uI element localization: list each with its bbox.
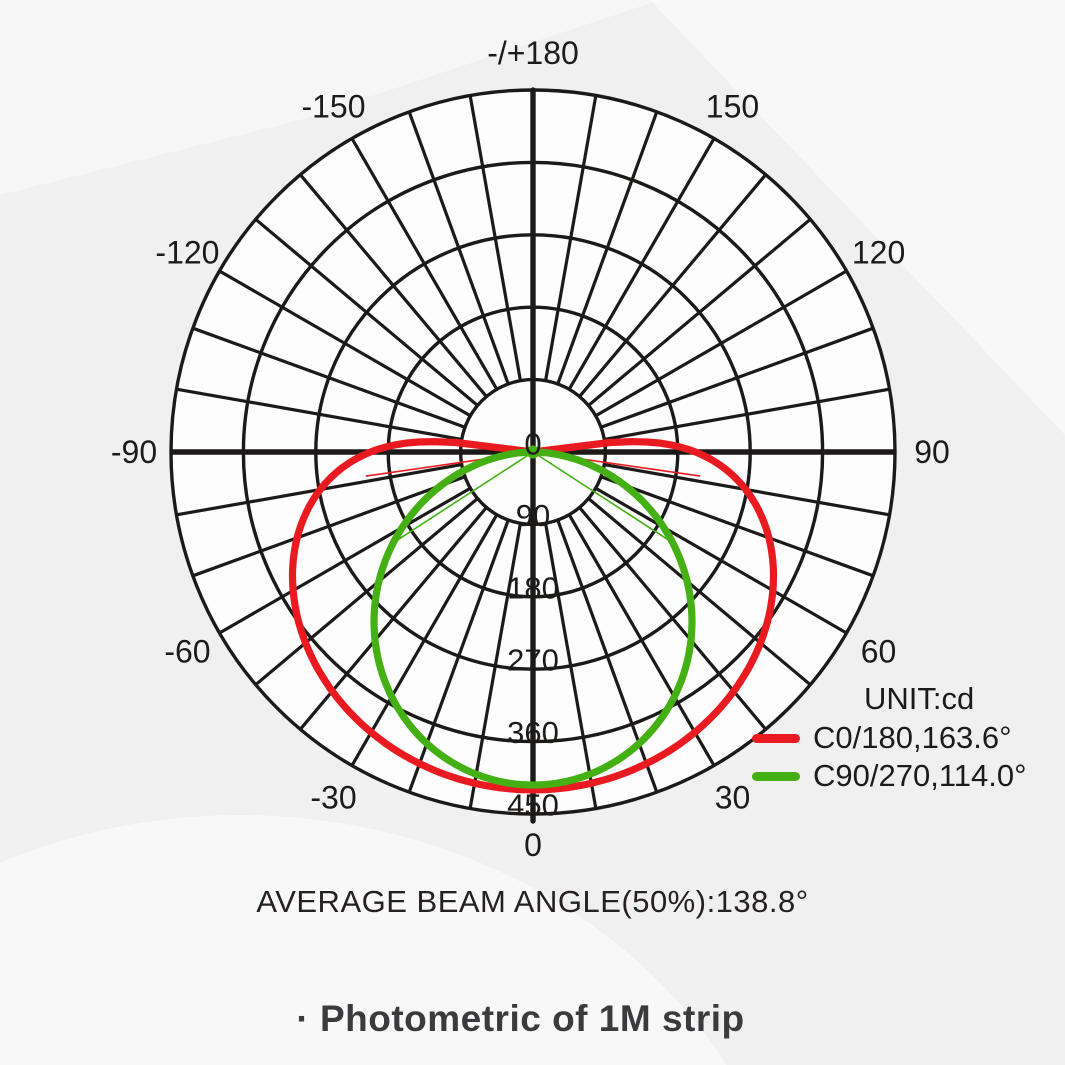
angle-label--90: -90 [111,434,157,470]
grid-spoke [600,326,874,429]
grid-spoke [254,218,479,407]
grid-spoke [468,523,523,809]
angle-label-30: 30 [715,780,751,816]
grid-spoke [543,523,598,809]
grid-spoke [176,387,462,442]
angle-label-90: 90 [914,434,950,470]
grid-spoke [350,137,499,391]
background-accent-top-left [0,0,660,195]
half-beam-line-c90-270 [532,451,674,544]
legend-label-c90-270: C90/270,114.0° [813,758,1027,793]
legend-swatch-c90-270 [752,771,800,781]
legend-swatch-c0-180 [752,733,800,743]
grid-spoke [407,111,510,385]
grid-spoke [587,497,812,686]
curve-origin-dot [526,445,540,459]
grid-spoke [192,326,466,429]
average-beam-angle-text: AVERAGE BEAM ANGLE(50%):138.8° [256,884,809,919]
angle-label-180: -/+180 [487,35,579,71]
legend-item-c90-270: C90/270,114.0° [752,757,1027,795]
angle-label-0: 0 [524,827,542,863]
grid-spoke [218,486,472,635]
radial-label-270: 270 [507,643,559,678]
legend: UNIT:cd C0/180,163.6° C90/270,114.0° [752,680,1027,795]
curve-c90-270 [370,448,696,789]
angle-label-120: 120 [852,235,905,271]
grid-spoke [594,269,848,418]
background-accent-top-right [650,0,1065,435]
grid-spoke [594,486,848,635]
radial-label-360: 360 [507,715,559,750]
radial-label-450: 450 [507,788,559,823]
grid-spoke [587,218,812,407]
radial-label-180: 180 [507,570,559,605]
legend-label-c0-180: C0/180,163.6° [813,720,1012,755]
grid-spoke [468,95,523,381]
grid-spoke [543,95,598,381]
legend-unit-label: UNIT:cd [864,681,975,716]
angle-label--150: -150 [301,88,365,124]
grid-spoke [254,497,479,686]
curve-c0-180 [288,438,778,794]
grid-spoke [567,513,716,767]
grid-spoke [600,475,874,578]
radial-label-0: 0 [524,427,541,462]
grid-spoke [350,513,499,767]
angle-label-60: 60 [861,634,897,670]
radial-label-90: 90 [516,498,550,533]
angle-label--30: -30 [310,780,356,816]
angle-label--60: -60 [164,634,210,670]
background-accent-bottom-left [0,815,727,1065]
grid-spoke [604,387,890,442]
grid-spoke [192,475,466,578]
grid-spoke [567,137,716,391]
grid-spoke [218,269,472,418]
grid-spoke [299,173,488,398]
grid-spoke [556,111,659,385]
grid-spoke [578,173,767,398]
half-beam-line-c90-270 [392,451,534,544]
page-title: · Photometric of 1M strip [296,998,745,1039]
angle-label-150: 150 [706,88,759,124]
legend-item-c0-180: C0/180,163.6° [752,719,1027,757]
angle-label--120: -120 [155,235,219,271]
